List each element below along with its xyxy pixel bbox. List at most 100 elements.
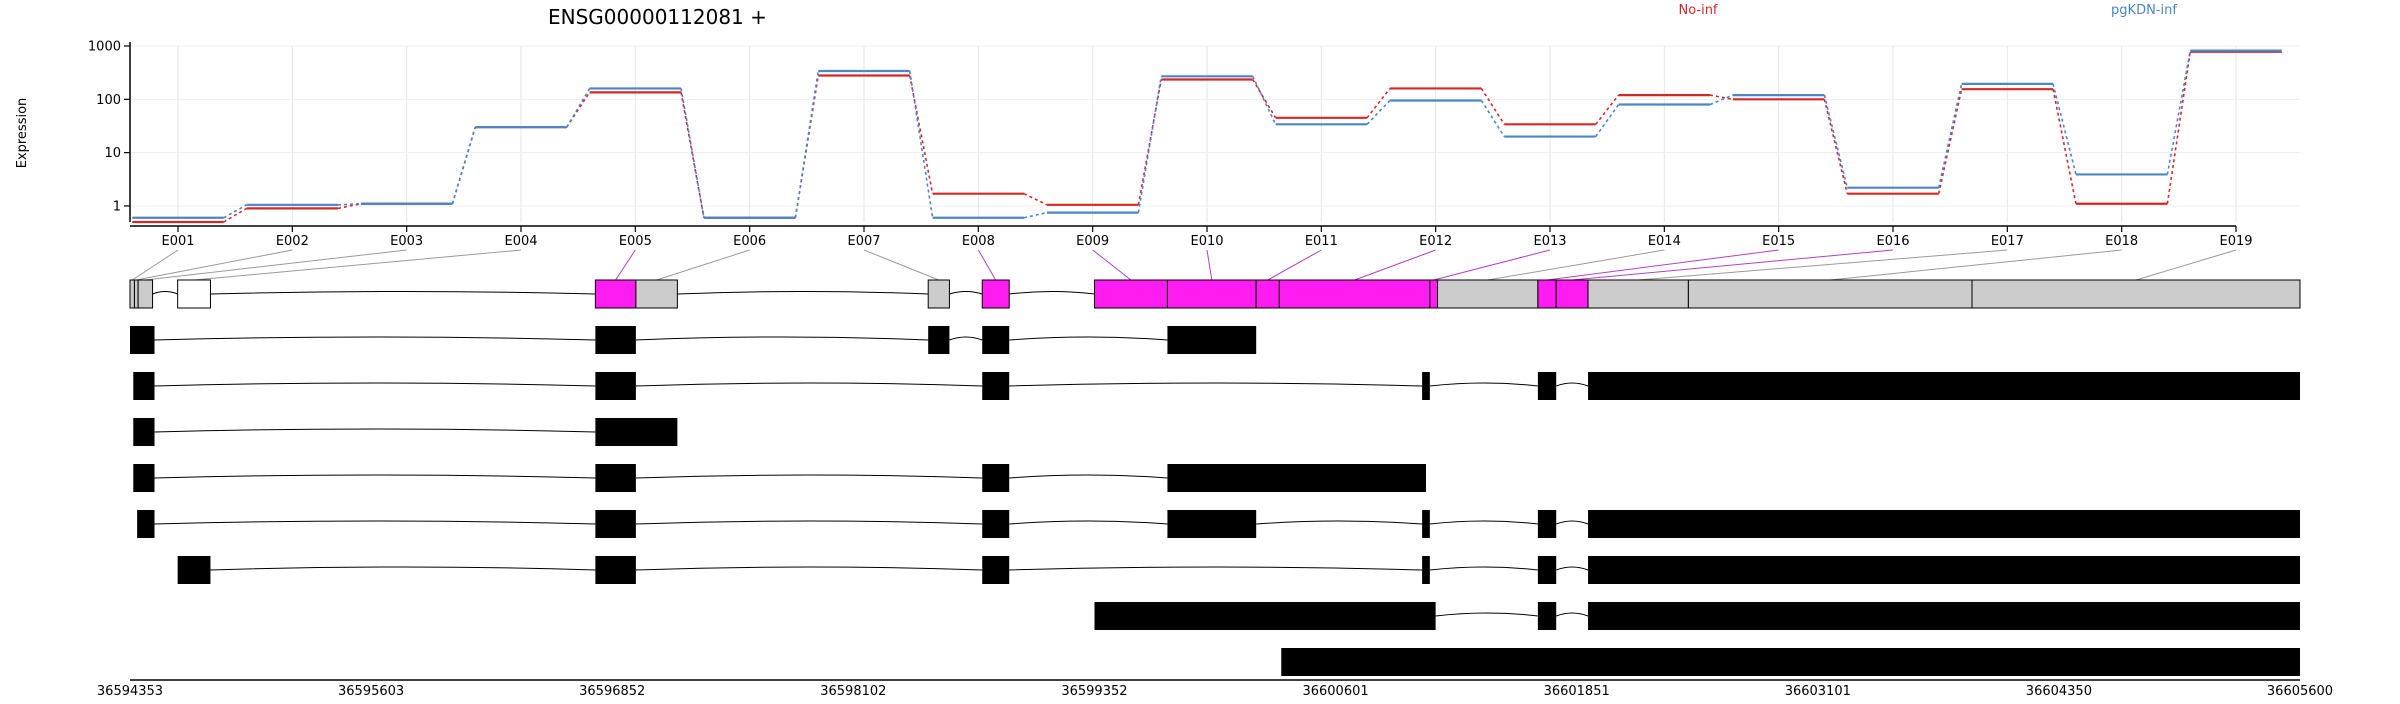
transcript-exon	[595, 418, 678, 446]
x-tick-label: E005	[619, 234, 652, 249]
series-connector	[1023, 211, 1048, 219]
exon-block	[1537, 279, 1557, 309]
transcript-intron	[154, 336, 596, 341]
transcript-intron	[1556, 382, 1589, 387]
transcript-exon	[928, 326, 950, 354]
genomic-axis: 36594353 36595603 36596852 36598102 36599352…	[97, 679, 2333, 699]
x-tick-label: E006	[733, 234, 766, 249]
intron-line	[677, 291, 929, 295]
exon-connector	[1267, 249, 1322, 281]
series-pgkdn-inf	[132, 49, 2282, 219]
transcript-exon	[1167, 464, 1426, 492]
transcript-exon	[1588, 602, 2300, 630]
series-connector	[908, 75, 934, 194]
transcript-exon	[982, 556, 1010, 584]
series-connector	[223, 207, 248, 223]
transcript-intron	[154, 520, 596, 525]
transcript-intron	[1429, 382, 1538, 387]
genomic-tick-label: 36599352	[1061, 684, 1127, 699]
series-connector	[1480, 88, 1505, 125]
x-tick-label: E012	[1419, 234, 1452, 249]
transcript-exon	[1422, 556, 1430, 584]
exon-block	[1555, 279, 1589, 309]
genomic-tick-label: 36600601	[1302, 684, 1368, 699]
series-connector	[1595, 94, 1620, 125]
series-connector	[1137, 76, 1163, 213]
transcript-exon	[1422, 510, 1430, 538]
transcript-intron	[1556, 612, 1589, 617]
transcript-exon	[595, 556, 636, 584]
x-tick-label: E014	[1648, 234, 1681, 249]
exon-block	[594, 279, 637, 309]
series-connector	[2052, 83, 2077, 175]
transcript-row	[133, 372, 2300, 400]
transcript-exon	[595, 510, 636, 538]
transcript-row	[133, 464, 1426, 492]
series-connector	[1252, 75, 1277, 125]
transcript-row	[177, 556, 2300, 584]
series-connector	[1366, 87, 1391, 119]
exon-connector	[1092, 249, 1132, 281]
exon-block	[635, 279, 678, 309]
exon-axis: E001 E002 E003 E004 E005 E006 E007 E008 E009 E010…	[130, 225, 2253, 249]
gene-model	[129, 279, 2301, 309]
exon-block	[1971, 279, 2301, 309]
exon-block	[129, 279, 135, 309]
exon-connector	[136, 249, 293, 281]
transcript-intron	[1556, 566, 1589, 571]
transcript-intron	[635, 474, 983, 479]
transcript-intron	[1256, 520, 1423, 525]
intron-line	[210, 291, 596, 295]
exon-block	[1278, 279, 1431, 309]
series-connector	[451, 126, 477, 204]
series-connector	[680, 88, 705, 218]
intron-line	[152, 291, 178, 295]
exon-block	[927, 279, 950, 309]
transcript-exon	[1167, 510, 1257, 538]
transcript-exon	[1588, 510, 2300, 538]
exon-connector	[1572, 249, 1894, 281]
series-connector	[1252, 79, 1277, 119]
exon-connector	[977, 249, 997, 281]
exon-connector	[194, 249, 522, 281]
exon-block	[137, 279, 154, 309]
transcript-exon	[982, 510, 1010, 538]
transcript-exon	[1094, 602, 1436, 630]
exon-connector	[1546, 249, 1779, 281]
exon-connector	[1354, 249, 1436, 281]
genomic-tick-label: 36604350	[2026, 684, 2092, 699]
expression-plot: 1 10 100 1000	[88, 40, 2282, 224]
transcript-intron	[1429, 520, 1538, 525]
transcript-intron	[635, 566, 983, 571]
transcript-exon	[1281, 648, 2300, 676]
transcript-intron	[949, 336, 983, 341]
transcript-row	[137, 510, 2300, 538]
transcripts	[130, 326, 2300, 676]
x-tick-label: E003	[390, 234, 423, 249]
series-connector	[1023, 192, 1048, 206]
gridlines	[130, 45, 2300, 222]
genomic-tick-label: 36596852	[579, 684, 645, 699]
y-tick-label: 100	[96, 93, 121, 108]
transcript-exon	[1537, 602, 1557, 630]
transcript-exon	[1537, 556, 1557, 584]
transcript-exon	[1537, 510, 1557, 538]
exon-connector	[131, 249, 179, 281]
intron-line	[949, 291, 983, 295]
y-axis-label: Expression	[15, 98, 30, 169]
exon-block	[981, 279, 1010, 309]
transcript-intron	[1429, 566, 1538, 571]
exon-connector	[1433, 249, 1551, 281]
transcript-row	[130, 326, 1257, 354]
genomic-tick-label: 36605600	[2267, 684, 2333, 699]
exon-block	[1687, 279, 1973, 309]
legend-label-pgkdn-inf: pgKDN-inf	[2111, 3, 2177, 18]
exon-connectors	[131, 249, 2237, 281]
transcript-row	[133, 418, 678, 446]
transcript-intron	[1435, 612, 1538, 617]
series-connector	[908, 70, 934, 218]
transcript-exon	[595, 372, 636, 400]
intron-line	[1009, 291, 1095, 295]
exon-connector	[1206, 249, 1213, 281]
exon-block	[1437, 279, 1539, 309]
